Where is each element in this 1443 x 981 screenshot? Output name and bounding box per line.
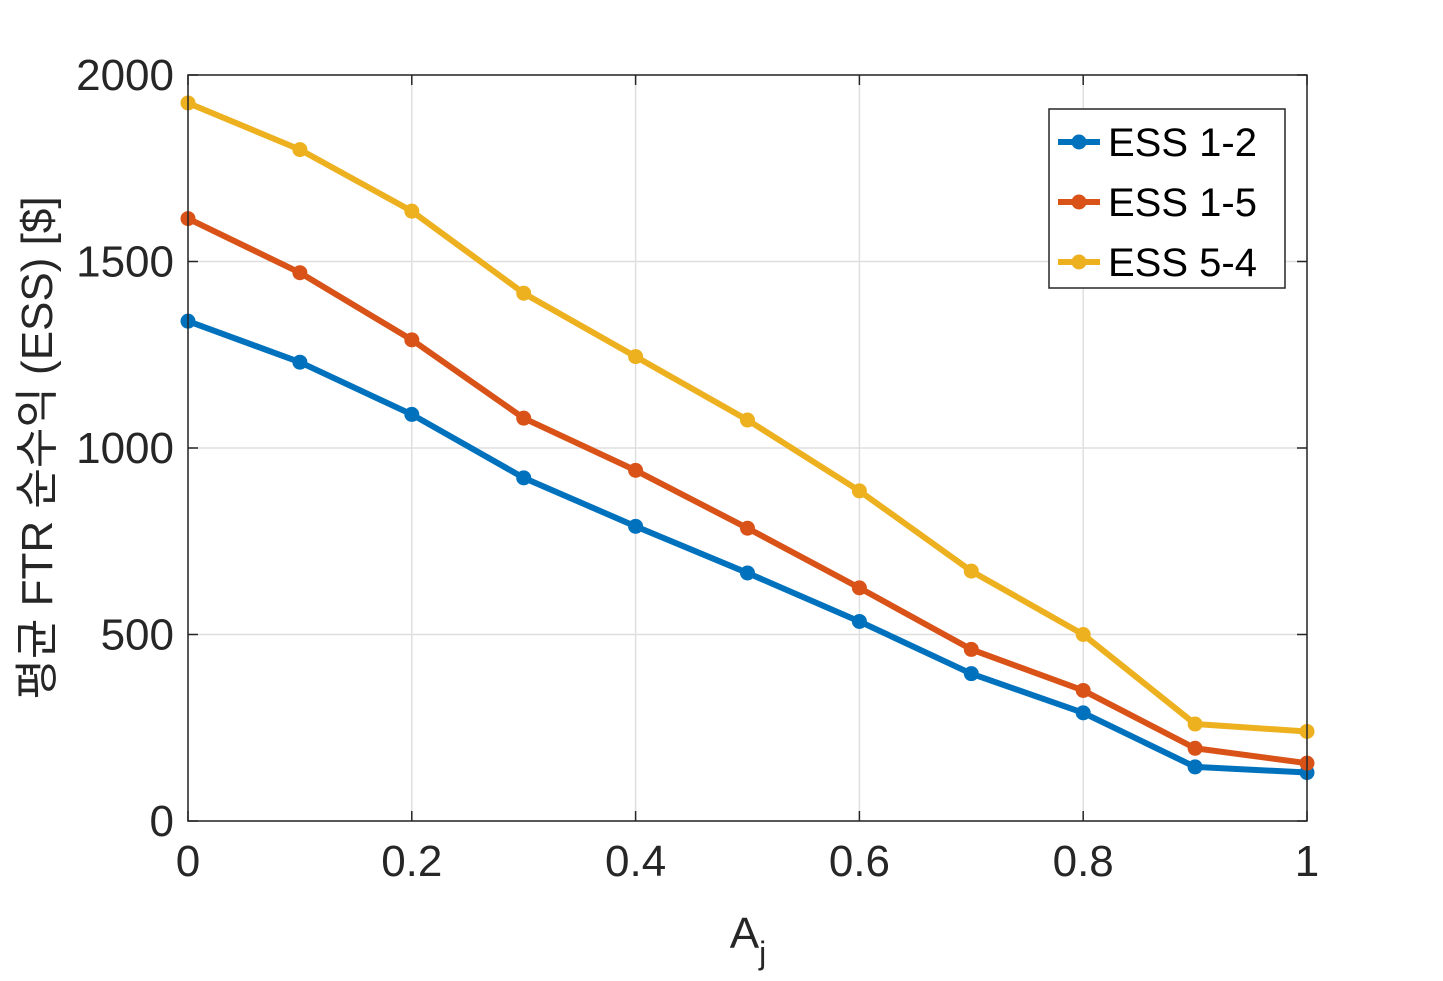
data-point <box>1075 682 1091 698</box>
legend-item: ESS 1-2 <box>1058 121 1257 165</box>
series-ess-5-4 <box>180 95 1315 739</box>
legend-swatch-marker <box>1071 194 1087 210</box>
y-tick-label: 1000 <box>76 424 174 473</box>
data-point <box>516 470 532 486</box>
data-point <box>628 518 644 534</box>
series-ess-1-5 <box>180 211 1315 771</box>
data-point <box>404 203 420 219</box>
y-tick-label: 2000 <box>76 51 174 100</box>
data-point <box>1187 740 1203 756</box>
y-axis-ticks: 0 500 1000 1500 2000 <box>76 51 1307 846</box>
data-series <box>180 95 1315 781</box>
y-tick-label: 0 <box>150 797 174 846</box>
legend-label: ESS 5-4 <box>1108 241 1257 285</box>
x-axis-title: Aj <box>730 909 766 971</box>
data-point <box>740 520 755 536</box>
data-point <box>292 142 308 158</box>
x-tick-label: 0.4 <box>605 837 666 886</box>
data-point <box>963 641 979 657</box>
data-point <box>1075 705 1091 721</box>
data-point <box>404 332 420 348</box>
x-tick-label: 0 <box>176 837 200 886</box>
data-point <box>292 265 308 281</box>
data-point <box>963 666 979 682</box>
series-ess-1-2 <box>180 313 1315 781</box>
legend: ESS 1-2 ESS 1-5 ESS 5-4 <box>1048 108 1286 289</box>
y-axis-title: 평균 FTR 순수익 (ESS) [$] <box>13 196 62 699</box>
data-point <box>963 563 979 579</box>
data-point <box>740 412 755 428</box>
data-point <box>740 565 755 581</box>
data-point <box>851 483 867 499</box>
legend-swatch-marker <box>1071 134 1087 150</box>
x-tick-label: 0.8 <box>1053 837 1114 886</box>
legend-swatch-marker <box>1071 254 1087 270</box>
x-tick-label: 0.6 <box>829 837 890 886</box>
y-tick-label: 500 <box>101 611 174 660</box>
data-point <box>516 285 532 301</box>
x-axis-title-subscript: j <box>758 935 766 971</box>
data-point <box>851 580 867 596</box>
data-point <box>628 462 644 478</box>
data-point <box>628 349 644 365</box>
x-axis-title-main: A <box>730 909 760 958</box>
data-point <box>1075 627 1091 642</box>
legend-label: ESS 1-5 <box>1108 181 1257 225</box>
legend-label: ESS 1-2 <box>1108 121 1257 165</box>
x-tick-label: 1 <box>1295 837 1319 886</box>
data-point <box>404 406 420 422</box>
data-point <box>1187 759 1203 775</box>
legend-item: ESS 5-4 <box>1058 241 1257 285</box>
legend-item: ESS 1-5 <box>1058 181 1257 225</box>
data-point <box>292 354 308 370</box>
data-point <box>516 410 532 426</box>
y-tick-label: 1500 <box>76 238 174 287</box>
x-axis-ticks: 0 0.2 0.4 0.6 0.8 1 <box>176 75 1319 886</box>
data-point <box>851 613 867 629</box>
data-point <box>1187 716 1203 732</box>
x-tick-label: 0.2 <box>381 837 442 886</box>
legend-box <box>1048 108 1286 289</box>
